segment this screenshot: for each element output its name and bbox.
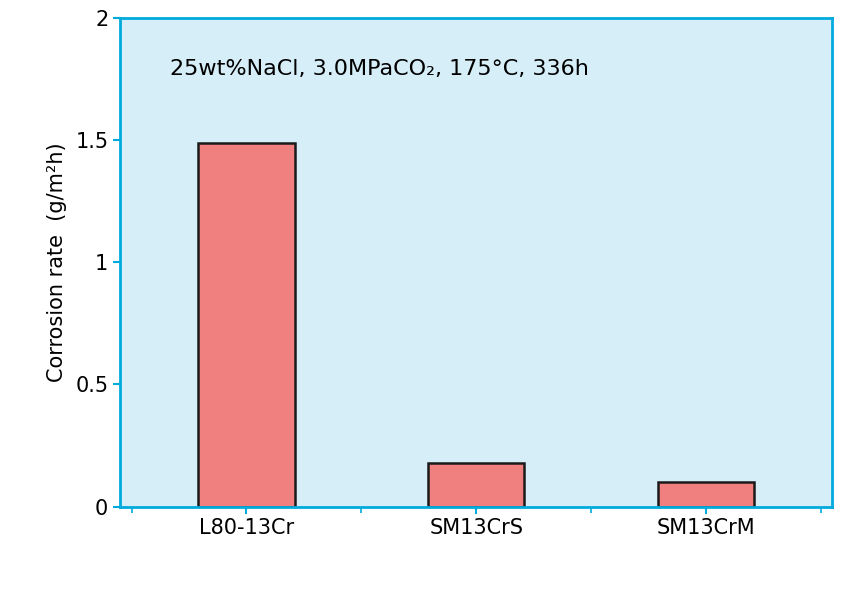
Bar (658, 482, 754, 507)
Y-axis label: Corrosion rate  (g/m²h): Corrosion rate (g/m²h) (47, 142, 67, 382)
Bar (428, 462, 524, 507)
Text: 25wt%NaCl, 3.0MPaCO₂, 175°C, 336h: 25wt%NaCl, 3.0MPaCO₂, 175°C, 336h (170, 60, 589, 79)
Bar (198, 142, 294, 507)
